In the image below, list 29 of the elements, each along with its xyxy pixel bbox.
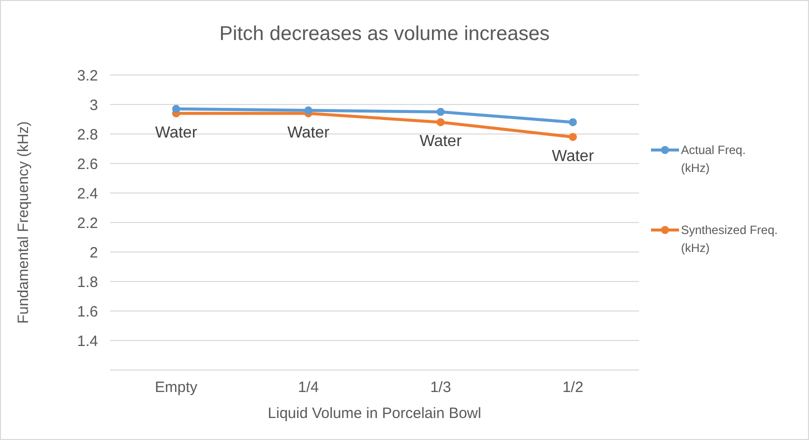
legend-label: Synthesized Freq. (kHz) (681, 223, 778, 255)
point (436, 118, 445, 126)
y-tick-label: 1.4 (77, 332, 98, 350)
x-tick-label: 1/4 (298, 379, 319, 396)
point (568, 132, 577, 141)
y-tick-label: 3 (90, 96, 98, 114)
y-tick-label: 2.8 (77, 126, 98, 144)
annotation: Water (287, 124, 330, 142)
annotation: Water (155, 124, 198, 142)
chart-title: Pitch decreases as volume increases (219, 23, 550, 45)
legend-label: Actual Freq. (kHz) (681, 143, 746, 175)
x-tick-label: 1/3 (430, 379, 452, 396)
annotation: Water (552, 148, 595, 165)
x-axis-title: Liquid Volume in Porcelain Bowl (268, 405, 482, 422)
point (436, 108, 445, 116)
y-tick-label: 3.2 (77, 67, 98, 84)
y-tick-label: 2.2 (77, 214, 98, 232)
y-tick-label: 2.6 (77, 156, 98, 173)
point (172, 104, 180, 113)
point (304, 106, 312, 114)
annotation: Water (420, 133, 462, 150)
y-tick-label: 2.4 (77, 185, 98, 202)
x-tick-label: 1/2 (562, 379, 584, 396)
y-tick-label: 1.8 (77, 274, 98, 291)
y-axis-title: Fundamental Frequency (kHz) (15, 121, 32, 324)
y-tick-label: 2 (90, 244, 98, 262)
x-tick-label: Empty (154, 379, 198, 396)
y-tick-label: 1.6 (77, 303, 98, 320)
point (568, 118, 577, 126)
